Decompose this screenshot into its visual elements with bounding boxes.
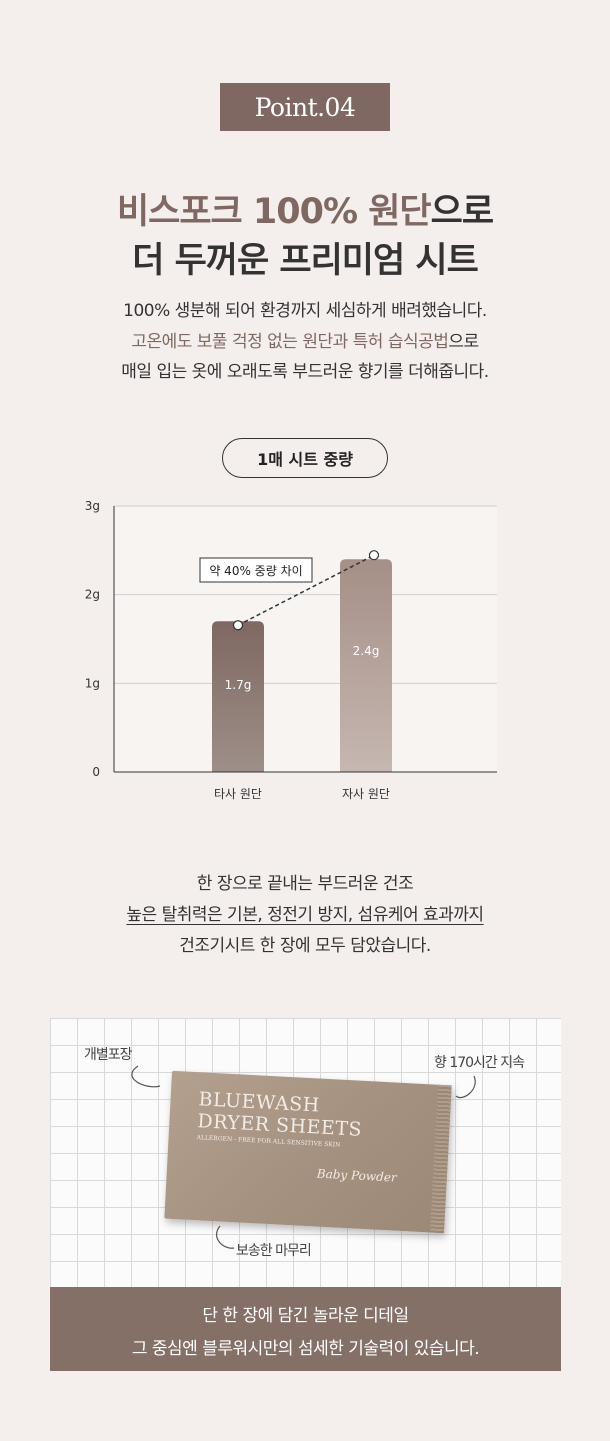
caption-line-2: 그 중심엔 블루워시만의 섬세한 기술력이 있습니다. <box>131 1339 480 1359</box>
photo-caption: 단 한 장에 담긴 놀라운 디테일 그 중심엔 블루워시만의 섬세한 기술력이 … <box>50 1287 561 1371</box>
bar <box>212 621 264 772</box>
difference-dashed-line <box>237 554 375 626</box>
headline-line-1: 비스포크 100% 원단으로 <box>0 183 610 234</box>
x-category-label: 타사 원단 <box>214 787 262 801</box>
annotation-box <box>199 557 313 583</box>
y-tick-label: 0 <box>92 765 100 779</box>
arrow-right-icon <box>455 1075 476 1099</box>
intro-line-2: 고온에도 보풀 걱정 없는 원단과 특허 습식공법으로 <box>0 327 610 352</box>
intro-highlight: 고온에도 보풀 걱정 없는 원단과 특허 습식공법 <box>131 332 449 352</box>
x-category-label: 자사 원단 <box>342 787 390 801</box>
intro-line-3: 매일 입는 옷에 오래도록 부드러운 향기를 더해줍니다. <box>121 362 489 382</box>
bar-value-label: 2.4g <box>353 644 380 658</box>
detail-underlined: 높은 탈취력은 기본, 정전기 방지, 섬유케어 효과까지 <box>126 905 484 925</box>
y-tick-label: 1g <box>85 676 100 690</box>
plot-area <box>114 506 497 772</box>
bar-value-label: 1.7g <box>225 678 252 692</box>
caption-line-1: 단 한 장에 담긴 놀라운 디테일 <box>202 1306 409 1326</box>
note-soft-finish: 보송한 마무리 <box>236 1243 312 1259</box>
handwritten-arrows <box>131 1065 476 1249</box>
detail-line-1: 한 장으로 끝내는 부드러운 건조 <box>196 874 414 894</box>
intro-suffix: 으로 <box>448 332 479 352</box>
intro-line-1: 100% 생분해 되어 환경까지 세심하게 배려했습니다. <box>123 301 487 321</box>
product-photo: BLUEWASH DRYER SHEETS ALLERGEN - FREE FOR… <box>50 1018 561 1371</box>
y-tick-label: 2g <box>85 588 100 602</box>
arrow-bottom-icon <box>215 1225 235 1249</box>
note-scent-duration: 향 170시간 지속 <box>434 1055 525 1071</box>
detail-line-2: 높은 탈취력은 기본, 정전기 방지, 섬유케어 효과까지 <box>0 900 610 925</box>
annotation-text: 약 40% 중량 차이 <box>209 563 302 578</box>
headline-suffix: 으로 <box>430 192 494 232</box>
y-tick-label: 3g <box>85 499 100 513</box>
marker-dot <box>368 550 380 561</box>
point-badge: Point.04 <box>220 83 390 131</box>
detail-line-3: 건조기시트 한 장에 모두 담았습니다. <box>179 936 431 956</box>
headline-line-2: 더 두꺼운 프리미엄 시트 <box>132 241 479 281</box>
weight-bar-chart: 1.7g 2.4g 약 40% 중량 차이 0 1g 2g 3g 타사 원단 자사 원단 <box>85 499 497 801</box>
note-individual-pack: 개별포장 <box>84 1047 133 1063</box>
bar <box>340 559 392 772</box>
chart-section-label: 1매 시트 중량 <box>222 438 388 478</box>
arrow-left-icon <box>131 1065 161 1088</box>
marker-dot <box>232 620 244 631</box>
headline-highlight: 비스포크 100% 원단 <box>116 192 432 232</box>
